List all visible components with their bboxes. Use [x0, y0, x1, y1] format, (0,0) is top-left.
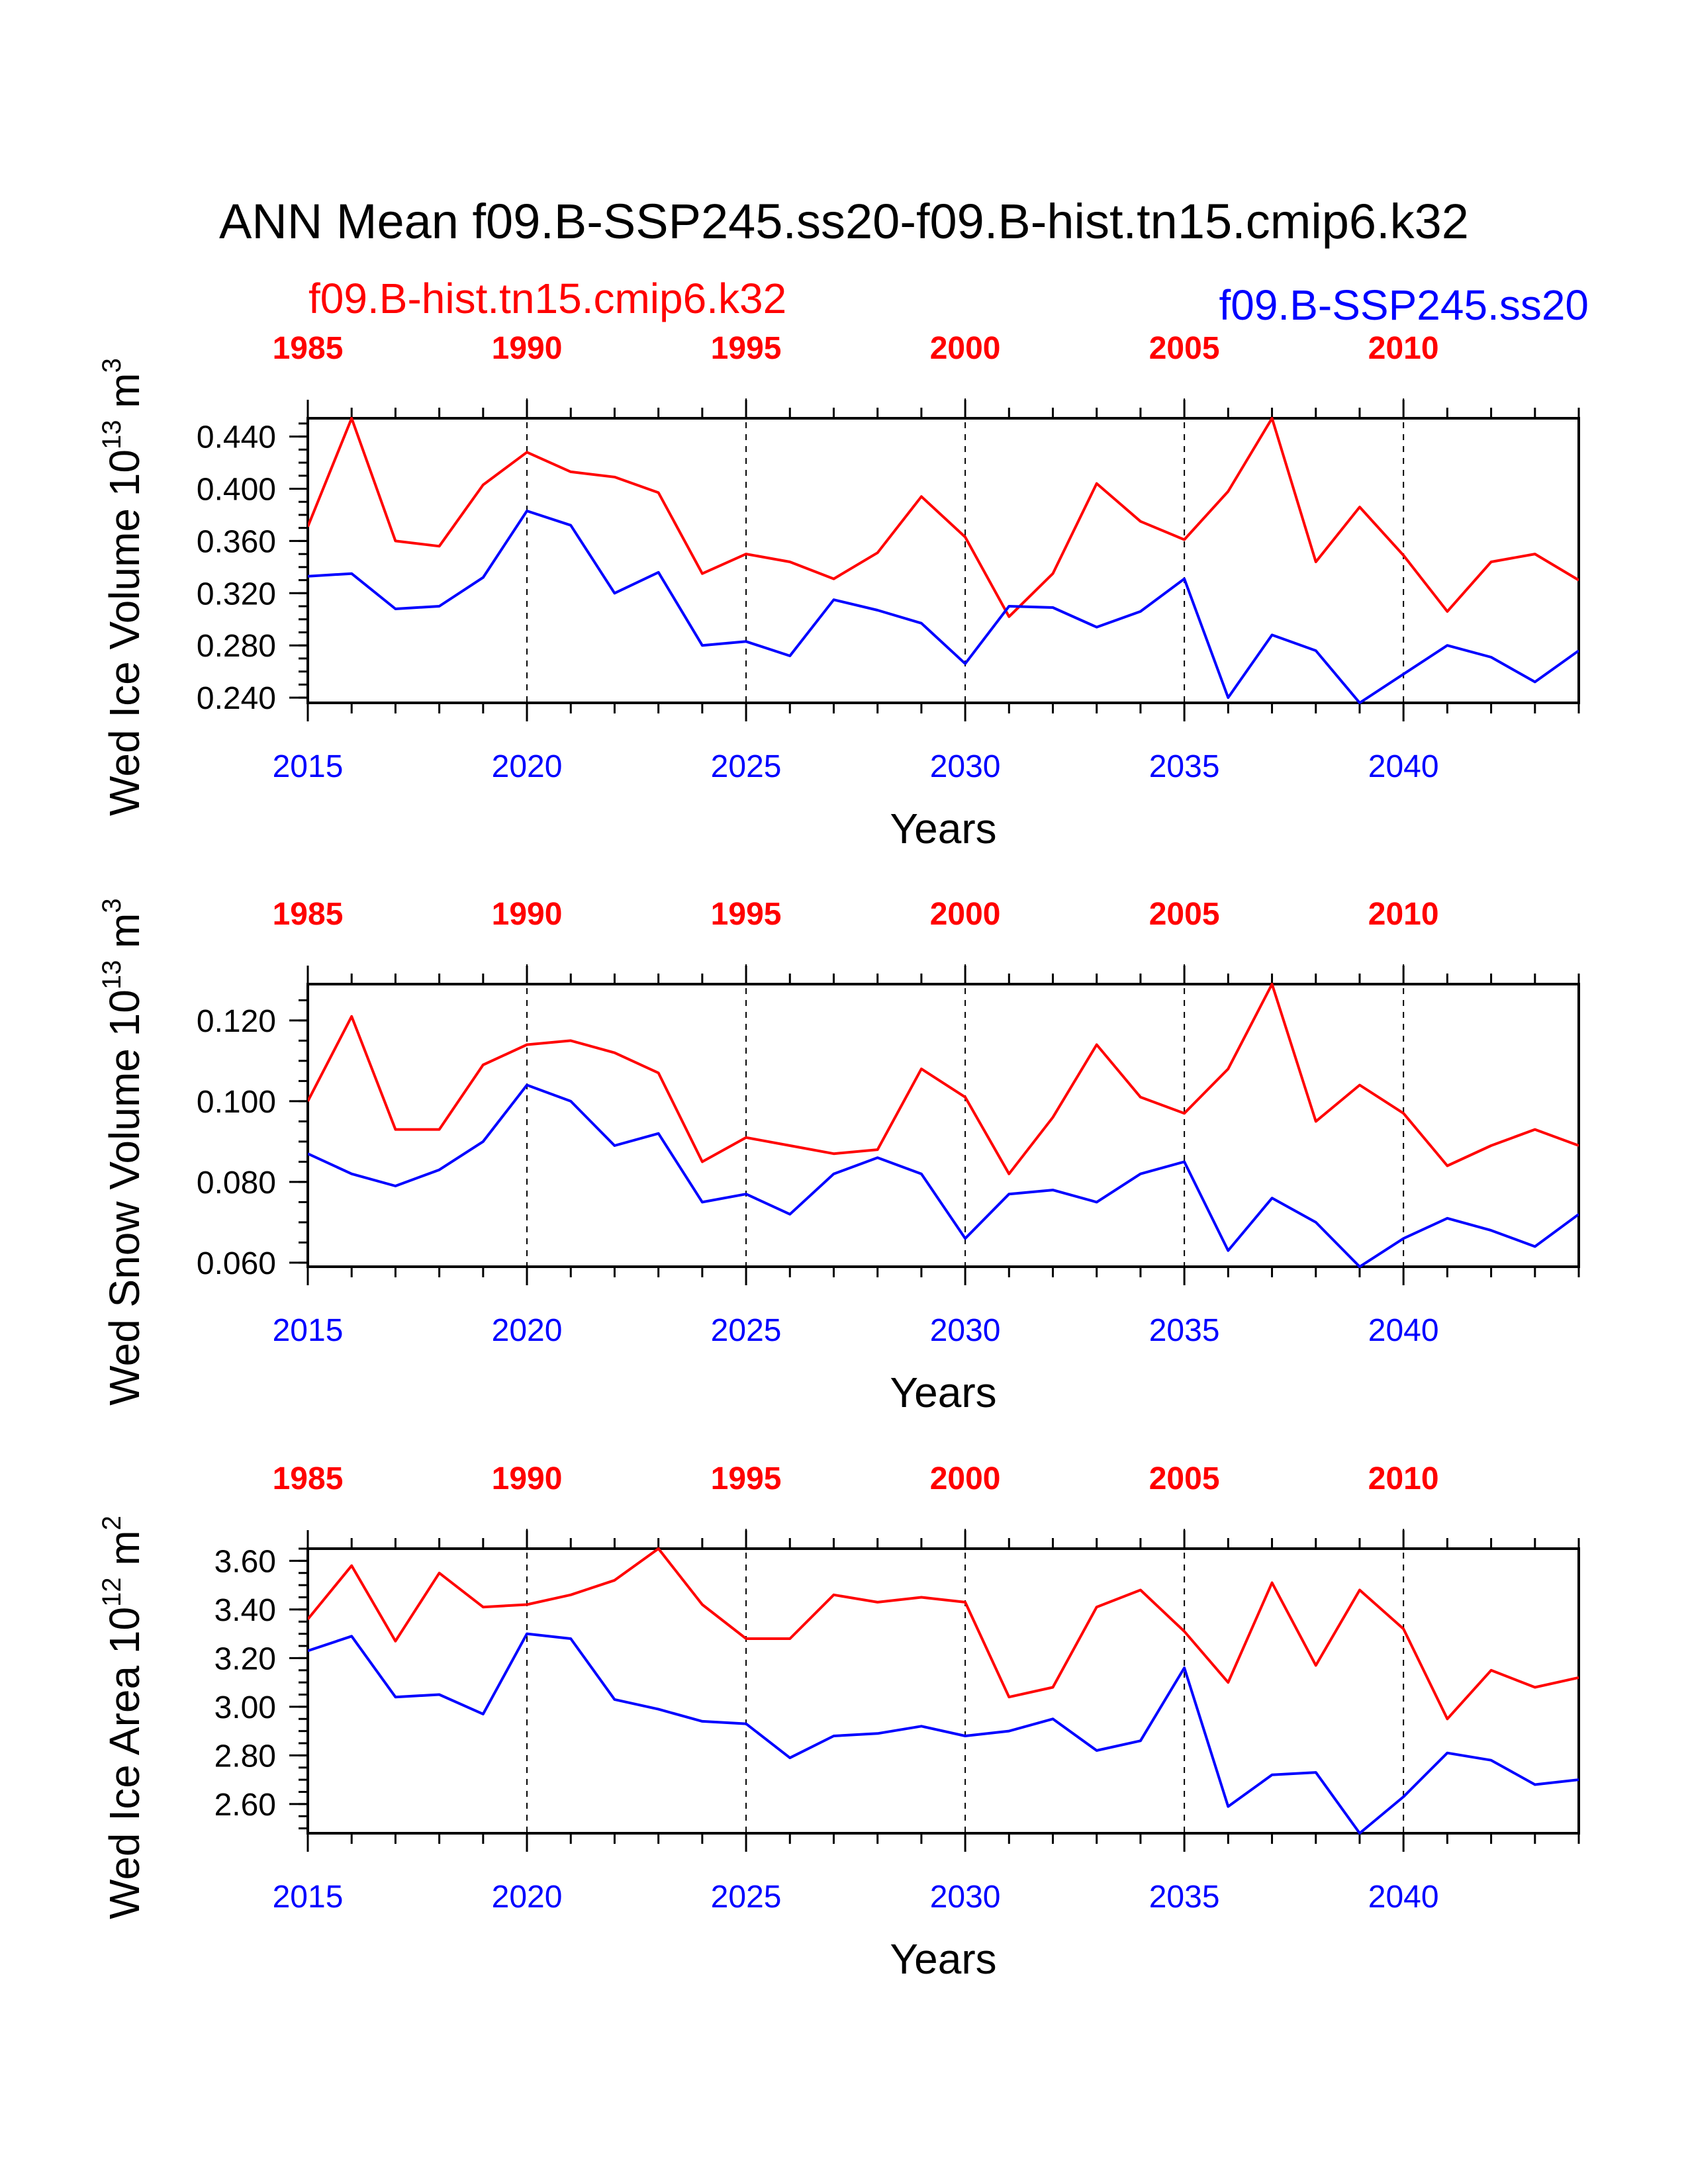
x-tick-label-bottom: 2015 [273, 749, 344, 784]
x-tick-label-top: 1995 [711, 1461, 782, 1496]
x-tick-label-top: 1990 [492, 897, 563, 932]
y-tick-label: 0.360 [197, 524, 276, 559]
x-tick-label-top: 1990 [492, 331, 563, 366]
series-line-blue [308, 1083, 1579, 1268]
x-axis-label: Years [890, 1935, 996, 1983]
y-tick-label: 0.060 [197, 1246, 276, 1281]
y-tick-label: 3.00 [214, 1690, 276, 1725]
x-tick-label-bottom: 2035 [1149, 1880, 1220, 1915]
x-tick-label-bottom: 2025 [711, 749, 782, 784]
y-tick-label: 0.400 [197, 473, 276, 508]
x-tick-label-bottom: 2035 [1149, 1313, 1220, 1348]
x-tick-label-top: 1985 [273, 331, 344, 366]
x-tick-label-bottom: 2040 [1368, 749, 1439, 784]
chart-title: ANN Mean f09.B-SSP245.ss20-f09.B-hist.tn… [219, 194, 1469, 249]
y-tick-label: 2.80 [214, 1739, 276, 1774]
panels-group: 2015 2020 2025 2030 2035 2040 1985 1990 1995 2000… [97, 331, 1580, 1983]
x-tick-label-top: 2005 [1149, 1461, 1220, 1496]
x-tick-label-top: 2010 [1368, 331, 1439, 366]
y-tick-label: 0.440 [197, 420, 276, 455]
x-tick-label-bottom: 2030 [930, 1313, 1001, 1348]
series-line-red [308, 1547, 1579, 1721]
x-tick-label-top: 1995 [711, 331, 782, 366]
series-line-blue [308, 1632, 1579, 1835]
x-tick-label-top: 1995 [711, 897, 782, 932]
legend-red-label: f09.B-hist.tn15.cmip6.k32 [308, 275, 786, 322]
x-tick-label-bottom: 2020 [492, 1313, 563, 1348]
series-line-blue [308, 510, 1579, 704]
x-tick-label-top: 1985 [273, 1461, 344, 1496]
y-tick-label: 3.20 [214, 1641, 276, 1676]
x-axis-label: Years [890, 805, 996, 852]
x-tick-label-bottom: 2030 [930, 749, 1001, 784]
x-tick-label-top: 2010 [1368, 1461, 1439, 1496]
x-tick-label-bottom: 2025 [711, 1313, 782, 1348]
x-tick-label-bottom: 2015 [273, 1313, 344, 1348]
x-tick-label-top: 1985 [273, 897, 344, 932]
x-axis-label: Years [890, 1369, 996, 1416]
x-tick-label-bottom: 2015 [273, 1880, 344, 1915]
x-tick-label-top: 2010 [1368, 897, 1439, 932]
y-tick-label: 0.120 [197, 1004, 276, 1039]
y-tick-label: 3.60 [214, 1544, 276, 1579]
y-tick-label: 0.280 [197, 629, 276, 664]
y-tick-label: 2.60 [214, 1788, 276, 1823]
x-tick-label-bottom: 2030 [930, 1880, 1001, 1915]
y-tick-label: 0.080 [197, 1165, 276, 1201]
x-tick-label-top: 2000 [930, 897, 1001, 932]
y-axis-label: Wed Snow Volume 1013 m3 [97, 898, 148, 1405]
chart-panel-3: 2015 2020 2025 2030 2035 2040 1985 1990 1995 2000… [97, 1461, 1580, 1983]
y-tick-label: 0.100 [197, 1085, 276, 1120]
series-line-red [308, 417, 1579, 618]
series-line-red [308, 983, 1579, 1175]
x-tick-label-bottom: 2020 [492, 749, 563, 784]
x-tick-label-bottom: 2040 [1368, 1313, 1439, 1348]
y-axis-label: Wed Ice Area 1012 m2 [97, 1516, 148, 1919]
plot-frame [306, 417, 1580, 704]
x-tick-label-bottom: 2035 [1149, 749, 1220, 784]
legend-blue-label: f09.B-SSP245.ss20 [1219, 281, 1589, 329]
plot-frame [306, 1547, 1580, 1835]
chart-panel-2: 2015 2020 2025 2030 2035 2040 1985 1990 1995 2000… [97, 897, 1580, 1416]
x-tick-label-top: 2005 [1149, 331, 1220, 366]
x-tick-label-bottom: 2040 [1368, 1880, 1439, 1915]
y-tick-label: 0.320 [197, 576, 276, 612]
x-tick-label-bottom: 2020 [492, 1880, 563, 1915]
y-tick-label: 3.40 [214, 1593, 276, 1628]
x-tick-label-bottom: 2025 [711, 1880, 782, 1915]
y-axis-label: Wed Ice Volume 1013 m3 [97, 358, 148, 816]
chart-panel-1: 2015 2020 2025 2030 2035 2040 1985 1990 1995 2000… [97, 331, 1580, 852]
plot-frame [306, 983, 1580, 1268]
x-tick-label-top: 2000 [930, 1461, 1001, 1496]
x-tick-label-top: 1990 [492, 1461, 563, 1496]
y-tick-label: 0.240 [197, 681, 276, 716]
x-tick-label-top: 2005 [1149, 897, 1220, 932]
x-tick-label-top: 2000 [930, 331, 1001, 366]
